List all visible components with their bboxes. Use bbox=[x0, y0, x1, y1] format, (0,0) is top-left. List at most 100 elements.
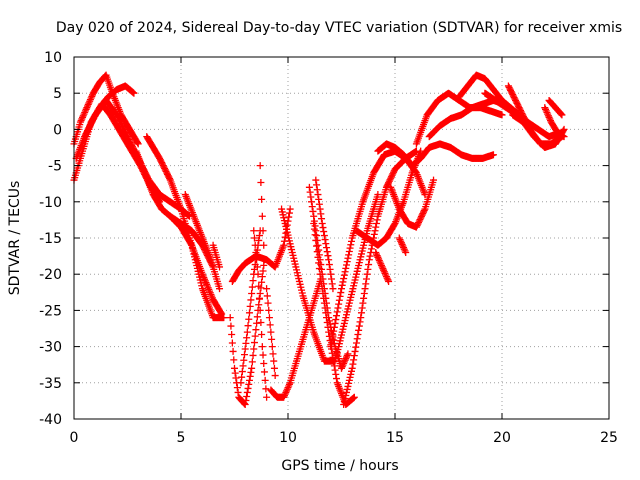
data-point bbox=[245, 315, 253, 323]
data-point bbox=[255, 282, 263, 290]
data-point bbox=[260, 359, 268, 367]
data-point bbox=[338, 364, 345, 372]
data-point bbox=[80, 110, 88, 118]
series-track-20 bbox=[310, 220, 358, 409]
data-point bbox=[250, 345, 258, 353]
data-point bbox=[317, 210, 325, 218]
data-point bbox=[243, 388, 251, 396]
series-track-17 bbox=[278, 191, 382, 365]
data-point bbox=[258, 273, 266, 281]
data-point bbox=[256, 306, 264, 314]
data-point bbox=[560, 133, 568, 141]
y-tick-label: -10 bbox=[39, 195, 62, 211]
data-point bbox=[247, 296, 255, 304]
data-point bbox=[380, 268, 388, 276]
data-point bbox=[265, 306, 273, 314]
data-point bbox=[256, 290, 264, 298]
data-point bbox=[231, 369, 239, 377]
data-point bbox=[323, 314, 331, 322]
data-point bbox=[262, 385, 270, 393]
data-point bbox=[387, 174, 395, 182]
data-point bbox=[342, 264, 350, 272]
series-track-27 bbox=[372, 248, 393, 285]
data-point bbox=[324, 323, 332, 331]
data-point bbox=[285, 380, 293, 388]
data-point bbox=[365, 261, 373, 269]
y-axis: -40 -35 -30 -25 -20 -15 -10 -5 0 5 10 bbox=[39, 50, 609, 428]
data-point bbox=[271, 372, 279, 380]
data-point bbox=[342, 388, 350, 396]
data-point bbox=[335, 296, 343, 304]
data-point bbox=[249, 351, 257, 359]
y-tick-label: -20 bbox=[39, 267, 62, 283]
data-point bbox=[228, 339, 236, 347]
data-point bbox=[329, 353, 337, 361]
data-point bbox=[255, 294, 263, 302]
data-point bbox=[373, 252, 381, 260]
data-point bbox=[419, 210, 427, 218]
data-point bbox=[280, 392, 288, 400]
data-point bbox=[352, 343, 360, 351]
data-point bbox=[308, 198, 316, 206]
data-point bbox=[377, 260, 385, 268]
data-point bbox=[243, 334, 251, 342]
data-point bbox=[254, 270, 262, 278]
data-point bbox=[216, 285, 224, 293]
x-tick-label: 10 bbox=[279, 430, 297, 446]
series-track-5 bbox=[132, 147, 226, 318]
data-point bbox=[331, 319, 339, 327]
data-point bbox=[253, 256, 261, 264]
data-point bbox=[307, 193, 315, 201]
data-point bbox=[232, 374, 240, 382]
data-point bbox=[343, 351, 351, 359]
chart-title: Day 020 of 2024, Sidereal Day-to-day VTE… bbox=[56, 20, 622, 36]
data-point bbox=[355, 326, 363, 334]
data-point bbox=[415, 217, 423, 225]
data-point bbox=[320, 294, 328, 302]
data-point bbox=[357, 314, 365, 322]
data-point bbox=[266, 321, 274, 329]
data-point bbox=[318, 280, 326, 288]
data-point bbox=[86, 96, 94, 104]
data-point bbox=[541, 104, 549, 112]
data-point bbox=[257, 178, 265, 186]
data-point bbox=[325, 261, 333, 269]
data-point bbox=[336, 292, 344, 300]
y-tick-label: -15 bbox=[39, 231, 62, 247]
data-point bbox=[347, 237, 355, 245]
data-point bbox=[207, 256, 215, 264]
data-point bbox=[260, 241, 268, 249]
data-point bbox=[285, 209, 293, 217]
data-point bbox=[545, 113, 553, 121]
series-track-31 bbox=[481, 89, 564, 141]
data-point bbox=[233, 384, 241, 392]
data-point bbox=[400, 244, 408, 252]
data-point bbox=[489, 151, 497, 159]
data-point bbox=[348, 364, 356, 372]
data-point bbox=[430, 176, 438, 184]
data-point bbox=[309, 207, 317, 215]
data-point bbox=[284, 384, 292, 392]
data-point bbox=[324, 252, 332, 260]
data-point bbox=[334, 304, 342, 312]
data-point bbox=[395, 234, 403, 242]
data-point bbox=[286, 205, 294, 213]
data-point bbox=[86, 97, 94, 105]
data-point bbox=[216, 263, 224, 271]
data-point bbox=[345, 379, 353, 387]
data-point bbox=[258, 212, 266, 220]
data-point bbox=[260, 256, 268, 264]
data-point bbox=[329, 331, 337, 339]
data-point bbox=[248, 283, 256, 291]
data-point bbox=[253, 319, 261, 327]
data-point bbox=[345, 251, 353, 259]
data-point bbox=[283, 385, 291, 393]
series-track-10 bbox=[226, 256, 268, 409]
data-point bbox=[331, 366, 339, 374]
series-track-26 bbox=[395, 234, 410, 256]
series-track-15 bbox=[263, 285, 279, 380]
data-point bbox=[560, 125, 568, 133]
data-point bbox=[372, 220, 380, 228]
data-point bbox=[328, 280, 336, 288]
data-point bbox=[356, 318, 364, 326]
